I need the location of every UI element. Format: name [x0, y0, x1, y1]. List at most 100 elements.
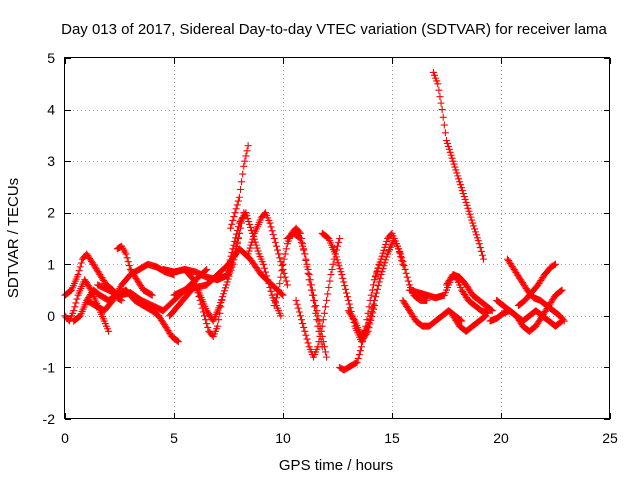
- series-arc-14: [270, 224, 326, 351]
- data-point: [242, 209, 250, 217]
- data-point: [235, 193, 243, 201]
- data-point: [320, 309, 328, 317]
- data-point: [332, 253, 340, 261]
- data-point: [229, 245, 237, 253]
- data-point: [147, 291, 155, 299]
- data-point: [379, 249, 387, 257]
- x-axis-label: GPS time / hours: [279, 457, 393, 474]
- data-point: [230, 241, 238, 249]
- data-point: [480, 255, 488, 263]
- data-point: [369, 281, 377, 289]
- data-point: [232, 205, 240, 213]
- data-point: [295, 308, 303, 316]
- data-point: [125, 262, 133, 270]
- y-tick-label: 3: [47, 153, 55, 169]
- data-point: [374, 264, 382, 272]
- data-point: [245, 247, 253, 255]
- data-point: [70, 307, 78, 315]
- data-point: [274, 290, 282, 298]
- data-point: [325, 283, 333, 291]
- data-point: [328, 265, 336, 273]
- data-point: [249, 235, 257, 243]
- data-point: [228, 248, 236, 256]
- data-point: [228, 220, 236, 228]
- data-point: [466, 210, 474, 218]
- data-point: [300, 323, 308, 331]
- data-point: [380, 246, 388, 254]
- data-point: [244, 215, 252, 223]
- data-point: [335, 238, 343, 246]
- data-point: [448, 154, 456, 162]
- data-point: [335, 262, 343, 270]
- data-point: [234, 197, 242, 205]
- data-point: [468, 216, 476, 224]
- data-point: [470, 222, 478, 230]
- data-point: [340, 278, 348, 286]
- data-point: [222, 271, 230, 279]
- data-point: [403, 273, 411, 281]
- data-point: [301, 327, 309, 335]
- data-point: [327, 271, 335, 279]
- data-point: [217, 299, 225, 307]
- data-point: [382, 256, 390, 264]
- data-point: [473, 234, 481, 242]
- data-point: [269, 231, 277, 239]
- data-point: [374, 282, 382, 290]
- data-point: [404, 277, 412, 285]
- data-point: [267, 287, 275, 295]
- data-point: [299, 320, 307, 328]
- data-point: [254, 247, 262, 255]
- data-point: [322, 348, 330, 356]
- data-point: [439, 113, 447, 121]
- data-point: [281, 250, 289, 258]
- data-point: [471, 225, 479, 233]
- data-point: [264, 276, 272, 284]
- data-point: [224, 263, 232, 271]
- data-point: [338, 271, 346, 279]
- data-point: [322, 303, 330, 311]
- data-point: [247, 241, 255, 249]
- data-point: [438, 106, 446, 114]
- data-point: [467, 213, 475, 221]
- data-point: [336, 235, 344, 242]
- data-point: [266, 219, 274, 227]
- data-point: [315, 317, 323, 325]
- data-point: [371, 273, 379, 281]
- data-point: [227, 224, 235, 232]
- data-point: [105, 327, 113, 335]
- data-point: [277, 273, 285, 281]
- data-point: [460, 193, 468, 201]
- data-point: [233, 230, 241, 238]
- data-point: [476, 244, 484, 252]
- data-point: [282, 277, 290, 285]
- data-point: [368, 286, 376, 294]
- data-point: [437, 99, 445, 107]
- data-point: [355, 351, 363, 359]
- data-point: [265, 280, 273, 288]
- data-point: [444, 142, 452, 150]
- data-point: [397, 250, 405, 258]
- series-arc-8: [166, 281, 226, 340]
- data-point: [383, 253, 391, 261]
- data-point: [204, 323, 212, 331]
- data-point: [308, 286, 316, 294]
- data-point: [242, 152, 250, 160]
- data-point: [221, 284, 229, 292]
- series-arc-23: [443, 271, 496, 315]
- series-arc-5: [113, 242, 156, 299]
- data-point: [296, 312, 304, 320]
- data-point: [247, 223, 255, 231]
- data-point: [312, 302, 320, 310]
- data-point: [300, 246, 308, 254]
- y-tick-label: 2: [47, 205, 55, 221]
- data-point: [375, 261, 383, 269]
- data-point: [220, 290, 228, 298]
- data-point: [253, 244, 261, 252]
- data-point: [232, 234, 240, 242]
- data-point: [367, 291, 375, 299]
- data-point: [550, 261, 558, 269]
- x-tick-label: 10: [275, 430, 291, 446]
- plot-frame: [64, 57, 610, 419]
- data-point: [446, 148, 454, 156]
- data-point: [371, 276, 379, 284]
